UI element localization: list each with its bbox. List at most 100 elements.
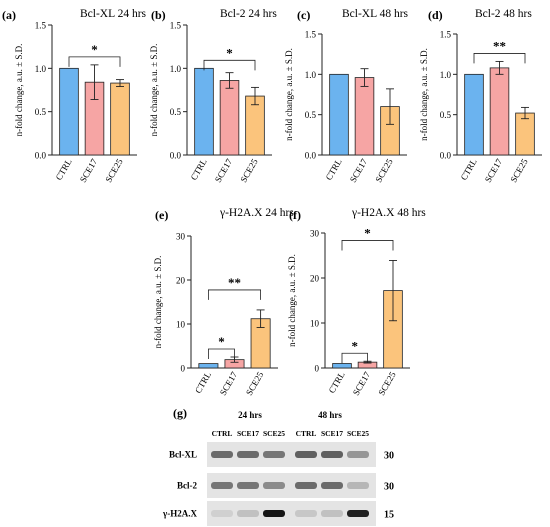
blot-group-label-24h: 24 hrs [238, 410, 262, 420]
panel-letter: (a) [2, 8, 16, 22]
y-tick-label: 0.0 [35, 151, 47, 161]
x-tick-label: SCE25 [373, 157, 395, 185]
blot-lane-label: SCE25 [263, 429, 285, 438]
significance-label: * [226, 45, 233, 60]
chart-title: Bcl-2 48 hrs [475, 8, 532, 20]
x-tick-label: CTRL [459, 157, 479, 182]
significance-bracket [68, 56, 121, 67]
bar-sce25 [515, 112, 535, 156]
blot-row-label: γ-H2A.X [162, 509, 197, 519]
chart-title: γ-H2A.X 48 hrs [351, 207, 426, 219]
significance-label: ** [493, 38, 506, 53]
western-blot-panel: (g) 24 hrs 48 hrs CTRL SCE17 SCE25 CTRL SCE1… [162, 406, 394, 526]
y-tick-label: 1.0 [440, 70, 452, 80]
y-tick-label: 1.5 [305, 30, 317, 40]
panel-letter: (d) [428, 8, 443, 22]
panel-letter: (e) [155, 208, 168, 222]
y-axis-label: n-fold change, a.u. ± S.D. [284, 48, 294, 141]
significance-bracket [473, 53, 526, 64]
chart-panel-d: (d) Bcl-2 48 hrs 0.0 0.5 1.0 1.5 n-fold change… [419, 8, 542, 184]
blot-band [237, 510, 259, 517]
blot-lane-labels: CTRL SCE17 SCE25 CTRL SCE17 SCE25 [212, 429, 370, 438]
y-tick-label: 1.5 [440, 30, 452, 40]
x-tick-label: CTRL [193, 370, 213, 395]
y-tick-label: 1.0 [35, 64, 47, 74]
blot-band [347, 482, 369, 489]
blot-band [263, 482, 285, 489]
y-tick-label: 0 [181, 364, 186, 374]
bar-ctrl [194, 67, 214, 156]
significance-bracket [203, 59, 256, 71]
chart-title: Bcl-XL 24 hrs [80, 8, 147, 20]
x-tick-label: SCE25 [508, 157, 530, 185]
chart-title: Bcl-2 24 hrs [220, 8, 277, 20]
significance-label: ** [228, 275, 241, 290]
x-tick-label: SCE17 [218, 370, 240, 398]
bar-ctrl [329, 73, 349, 156]
blot-lane-label: SCE17 [237, 429, 259, 438]
bar-ctrl [59, 67, 79, 156]
y-tick-label: 10 [176, 320, 186, 330]
blot-band [295, 451, 317, 458]
x-tick-label: CTRL [324, 157, 344, 182]
y-tick-label: 0.0 [305, 151, 317, 161]
blot-lane-label: CTRL [212, 429, 233, 438]
y-tick-label: 0.5 [35, 107, 47, 117]
blot-lane-label: SCE25 [347, 429, 369, 438]
significance-label: * [352, 338, 359, 353]
blot-band [211, 451, 233, 458]
blot-kda-marker: 30 [384, 451, 394, 462]
x-tick-label: SCE25 [376, 370, 398, 398]
significance-label: * [218, 334, 225, 349]
panel-letter: (b) [151, 8, 166, 22]
y-tick-label: 0.5 [440, 110, 452, 120]
chart-panel-f: (f) γ-H2A.X 48 hrs 0 10 20 30 n-fold change, a… [287, 207, 426, 397]
y-tick-label: 1.5 [170, 21, 182, 31]
blot-band [347, 451, 369, 458]
x-tick-label: CTRL [189, 157, 209, 182]
panel-letter: (c) [297, 8, 310, 22]
bar-sce17 [354, 77, 375, 156]
y-axis-label: n-fold change, a.u. ± S.D. [153, 256, 163, 349]
bar-ctrl [464, 73, 484, 156]
blot-band [263, 451, 285, 458]
y-tick-label: 10 [310, 319, 320, 329]
blot-group-label-48h: 48 hrs [318, 410, 342, 420]
chart-title: γ-H2A.X 24 hrs [219, 207, 294, 219]
y-tick-label: 1.0 [170, 64, 182, 74]
x-tick-label: SCE17 [78, 157, 100, 185]
y-tick-label: 0 [315, 364, 320, 374]
blot-row-label: Bcl-XL [169, 450, 197, 460]
chart-title: Bcl-XL 48 hrs [342, 8, 409, 20]
bar-ctrl [332, 363, 352, 369]
bar-ctrl [198, 363, 219, 369]
blot-row-label: Bcl-2 [177, 481, 197, 491]
x-tick-label: CTRL [327, 370, 347, 395]
bar-sce25 [110, 82, 130, 156]
blot-band [237, 451, 259, 458]
significance-label: * [91, 42, 98, 57]
blot-rows: Bcl-XL 30 Bcl-2 30 γ-H2A.X 15 [162, 442, 394, 526]
y-tick-label: 1.0 [305, 70, 317, 80]
bar-sce17 [219, 80, 240, 156]
blot-band [347, 510, 369, 517]
y-tick-label: 0.0 [170, 151, 182, 161]
blot-kda-marker: 30 [384, 482, 394, 493]
x-tick-label: SCE25 [244, 370, 266, 398]
blot-band [321, 451, 343, 458]
chart-panel-b: (b) Bcl-2 24 hrs 0.0 0.5 1.0 1.5 n-fold change… [149, 8, 277, 184]
y-tick-label: 0.5 [305, 110, 317, 120]
y-tick-label: 1.5 [35, 21, 47, 31]
significance-bracket [208, 348, 235, 359]
significance-bracket [208, 289, 261, 300]
x-tick-label: SCE17 [348, 157, 370, 185]
x-tick-label: SCE25 [103, 157, 125, 185]
blot-band [237, 482, 259, 489]
blot-kda-marker: 15 [384, 510, 394, 521]
chart-panel-c: (c) Bcl-XL 48 hrs 0.0 0.5 1.0 1.5 n-fold chang… [284, 8, 409, 184]
panel-letter: (f) [289, 208, 301, 222]
panel-letter-g: (g) [173, 406, 187, 420]
x-tick-label: SCE17 [351, 370, 373, 398]
y-tick-label: 30 [176, 232, 186, 242]
